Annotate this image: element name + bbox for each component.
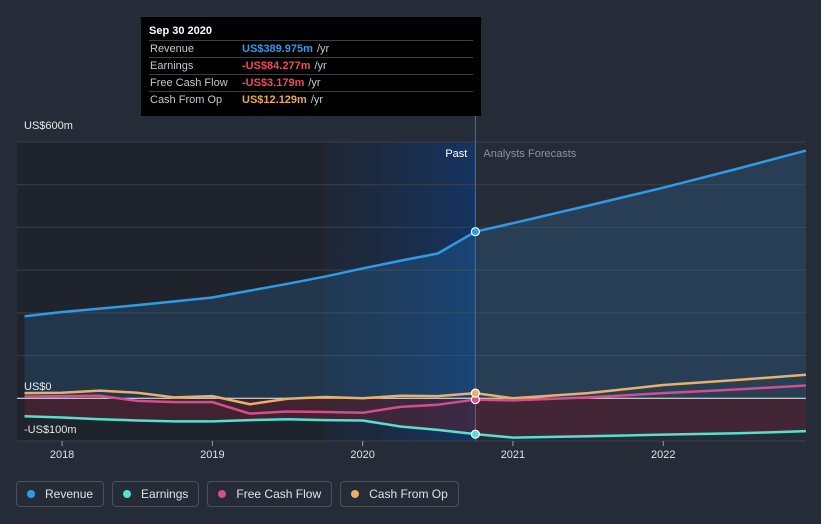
cash-from-op-line (24, 373, 807, 406)
legend-item-cash-from-op[interactable]: Cash From Op (340, 481, 459, 507)
legend-item-earnings[interactable]: Earnings (112, 481, 200, 507)
legend-item-free-cash-flow[interactable]: Free Cash Flow (207, 481, 333, 507)
legend-dot-icon (27, 490, 35, 498)
legend-label: Earnings (141, 487, 189, 501)
legend-dot-icon (351, 490, 360, 498)
legend-label: Cash From Op (369, 487, 448, 501)
tooltip-label: Cash From Op (150, 94, 223, 106)
tooltip-date: Sep 30 2020 (149, 25, 212, 37)
tooltip-value: -US$3.179m (242, 77, 305, 89)
legend-dot-icon (123, 490, 132, 498)
legend-label: Free Cash Flow (236, 487, 322, 501)
tooltip-unit: /yr (308, 77, 321, 89)
highlight-point-revenue (470, 227, 480, 237)
revenue-line (24, 149, 807, 318)
tooltip-value: -US$84.277m (242, 60, 311, 72)
x-tick-label: 2018 (50, 449, 74, 461)
legend-item-revenue[interactable]: Revenue (16, 481, 105, 507)
tooltip-label: Earnings (150, 60, 194, 72)
tooltip-unit: /yr (310, 94, 324, 106)
highlight-point-cash-from-op (470, 388, 480, 398)
earnings-line (24, 414, 807, 439)
x-tick-label: 2022 (651, 449, 675, 461)
tooltip: Sep 30 2020 Revenue US$389.975m /yr Earn… (141, 17, 481, 116)
tooltip-row-earnings: Earnings -US$84.277m /yr (149, 57, 473, 74)
x-tick-label: 2020 (350, 449, 374, 461)
x-tick-label: 2019 (200, 449, 224, 461)
tooltip-value: US$389.975m (242, 43, 313, 55)
tooltip-value: US$12.129m (242, 94, 307, 106)
tooltip-label: Free Cash Flow (150, 77, 228, 89)
analysts-forecasts-label: Analysts Forecasts (483, 148, 576, 160)
y-tick-label: US$0 (24, 381, 52, 393)
tooltip-row-free-cash-flow: Free Cash Flow -US$3.179m /yr (149, 74, 473, 91)
tooltip-unit: /yr (314, 60, 327, 72)
legend: Revenue Earnings Free Cash Flow Cash Fro… (16, 481, 467, 507)
tooltip-label: Revenue (150, 43, 195, 55)
free-cash-flow-line (24, 384, 807, 415)
y-tick-label: US$600m (24, 120, 73, 132)
earnings-area (24, 398, 807, 438)
y-tick-label: -US$100m (24, 424, 77, 436)
highlight-band (325, 142, 476, 441)
past-label: Past (445, 148, 467, 160)
tooltip-unit: /yr (316, 43, 330, 55)
x-tick-label: 2021 (501, 449, 525, 461)
legend-dot-icon (218, 490, 227, 498)
tooltip-row-revenue: Revenue US$389.975m /yr (149, 40, 473, 57)
tooltip-row-cash-from-op: Cash From Op US$12.129m /yr (149, 91, 473, 108)
legend-label: Revenue (45, 487, 94, 501)
revenue-area (24, 150, 807, 399)
highlight-point-earnings (470, 429, 480, 439)
